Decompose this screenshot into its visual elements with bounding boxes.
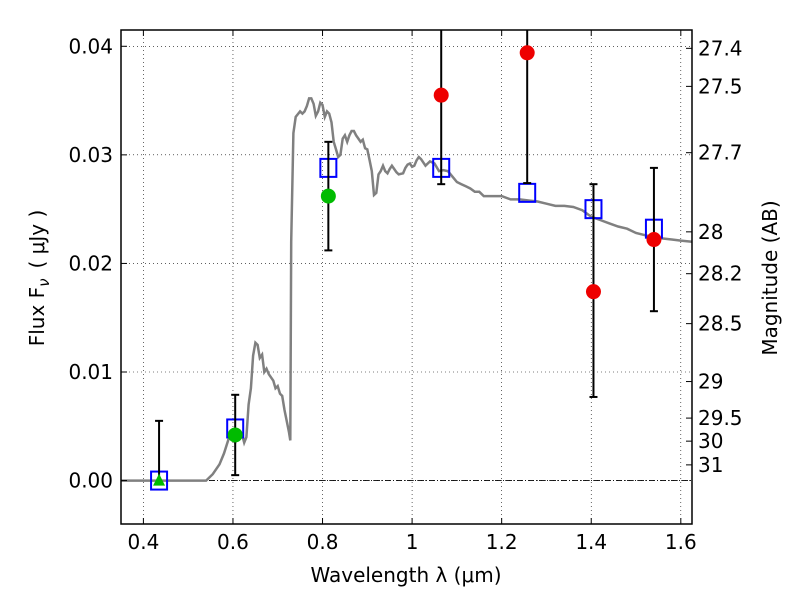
y2-tick-label: 28 bbox=[698, 220, 723, 244]
y2-tick-label: 27.7 bbox=[698, 141, 743, 165]
observed-flux-marker bbox=[646, 232, 662, 248]
x-tick-label: 0.6 bbox=[217, 530, 249, 554]
observed-flux-marker bbox=[320, 188, 336, 204]
y-axis-title-subscript: ν bbox=[35, 278, 53, 286]
observed-flux-marker bbox=[227, 427, 243, 443]
plot-area bbox=[121, 30, 692, 491]
y-axis-title-unit: ( μJy ) bbox=[25, 210, 49, 269]
x-tick-label: 0.8 bbox=[307, 530, 339, 554]
model-spectrum-line bbox=[121, 97, 692, 482]
observed-upper-limit-marker bbox=[153, 473, 166, 486]
x-tick-label: 1.2 bbox=[486, 530, 518, 554]
y-tick-label: 0.01 bbox=[68, 360, 113, 384]
y-tick-label: 0.04 bbox=[68, 34, 113, 58]
y2-tick-label: 27.4 bbox=[698, 36, 743, 60]
x-axis-title: Wavelength λ (μm) bbox=[310, 563, 501, 587]
y-axis-title-main: Flux F bbox=[25, 287, 49, 346]
y2-tick-label: 27.5 bbox=[698, 74, 743, 98]
y-tick-label: 0.00 bbox=[68, 469, 113, 493]
grid bbox=[121, 30, 692, 524]
y-tick-label: 0.03 bbox=[68, 143, 113, 167]
x-tick-label: 1 bbox=[406, 530, 419, 554]
x-axis: 0.4 0.6 0.8 1 1.2 1.4 1.6 bbox=[127, 30, 697, 554]
observed-flux-marker bbox=[585, 284, 601, 300]
x-tick-label: 0.4 bbox=[127, 530, 159, 554]
x-tick-label: 1.4 bbox=[575, 530, 607, 554]
y2-tick-label: 31 bbox=[698, 453, 723, 477]
y2-axis-title: Magnitude (AB) bbox=[758, 200, 782, 355]
y-axis-title: Flux Fν ( μJy ) bbox=[25, 210, 53, 347]
y2-tick-label: 29 bbox=[698, 370, 723, 394]
y2-tick-label: 29.5 bbox=[698, 406, 743, 430]
observed-flux-marker bbox=[433, 87, 449, 103]
y-axis: 0.00 0.01 0.02 0.03 0.04 bbox=[68, 34, 127, 493]
axes-frame bbox=[120, 29, 693, 525]
y2-tick-label: 28.2 bbox=[698, 262, 743, 286]
x-tick-label: 1.6 bbox=[665, 530, 697, 554]
y2-tick-label: 28.5 bbox=[698, 312, 743, 336]
y-tick-label: 0.02 bbox=[68, 251, 113, 275]
y2-tick-label: 30 bbox=[698, 429, 723, 453]
observed-flux-marker bbox=[519, 45, 535, 61]
